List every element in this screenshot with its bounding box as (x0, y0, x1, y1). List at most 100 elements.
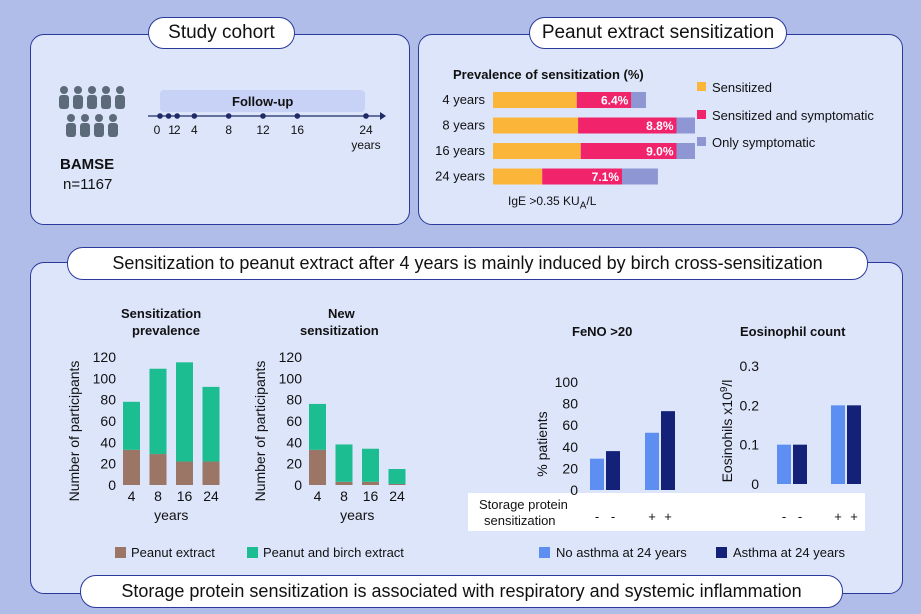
prevalence-bar-segment (493, 168, 543, 185)
feno-chart: 0 20 40 60 80 100 % patients - - + + (534, 374, 675, 524)
legend-peanut-birch-label: Peanut and birch extract (263, 545, 404, 560)
prevalence-bar-segment (176, 461, 193, 485)
prevalence-bar-segment (622, 168, 658, 185)
study-cohort-title: Study cohort (148, 17, 295, 49)
cohort-name: BAMSE (60, 156, 115, 173)
eosinophil-title: Eosinophil count (740, 324, 846, 339)
prevalence-bar-segment (123, 449, 140, 485)
new-sens-ytick-label: 60 (286, 413, 302, 429)
feno-ytick-label: 20 (562, 460, 578, 476)
prevalence-bar-segment (493, 92, 577, 108)
prevalence-ytick-label: 120 (93, 349, 117, 365)
prevalence-ytick-label: 20 (100, 456, 116, 472)
legend-no-asthma-label: No asthma at 24 years (556, 545, 687, 560)
new-sens-xlabel: years (340, 507, 374, 523)
feno-ytick-label: 0 (570, 482, 578, 498)
peanut-sensitization-title: Peanut extract sensitization (529, 17, 787, 49)
prevalence-category-label: 24 years (435, 169, 485, 184)
timeline-arrow (380, 112, 386, 120)
feno-title: FeNO >20 (572, 324, 633, 339)
prevalence-xtick-label: 4 (128, 488, 136, 504)
prevalence-chart: 4 years 6.4% 8 years 8.8% 16 years 9.0% 24 yea… (435, 92, 695, 185)
prevalence-bar-segment (676, 143, 695, 159)
followup-band (160, 90, 365, 112)
eos-ytick-label: 0.1 (740, 437, 760, 453)
storage-label-line2: sensitization (484, 513, 556, 528)
chart2-title-line2: sensitization (300, 323, 379, 338)
feno-bar (645, 432, 659, 490)
prevalence-bar-segment (580, 143, 677, 159)
new-sens-bar-segment (335, 444, 353, 482)
people-group-icon (59, 86, 125, 137)
prevalence-bar-segment (176, 362, 193, 462)
prevalence-bar-segment (202, 461, 220, 485)
new-sens-bar-segment (309, 449, 326, 485)
new-sens-xtick-label: 16 (363, 488, 379, 504)
chart1-title-line2: prevalence (132, 323, 200, 338)
followup-label: Follow-up (232, 94, 294, 109)
timeline-tick-label: 2 (174, 123, 181, 137)
ige-footnote-sub: A (579, 200, 587, 212)
study-cohort-panel (30, 34, 410, 225)
new-sens-ytick-label: 80 (286, 392, 302, 408)
eos-bar (847, 405, 861, 484)
feno-category-label: + (664, 509, 672, 524)
prevalence-value-label: 9.0% (646, 145, 674, 159)
person-icon (108, 114, 118, 137)
prevalence-xtick-label: 8 (154, 488, 162, 504)
prevalence-bar-segment (123, 401, 140, 450)
prevalence-ytick-label: 0 (108, 477, 116, 493)
eos-category-label: + (834, 509, 842, 524)
feno-category-label: + (648, 509, 656, 524)
timeline-dot (363, 113, 369, 119)
prevalence-xtick-label: 16 (177, 488, 193, 504)
legend-peanut-swatch (115, 547, 126, 558)
cohort-size: n=1167 (63, 176, 113, 193)
timeline-tick-label: 24 (359, 123, 373, 137)
legend-sensitized-label: Sensitized (712, 80, 772, 95)
prevalence-ytick-label: 40 (100, 434, 116, 450)
legend-asthma-swatch (716, 547, 727, 558)
new-sens-bar-segment (362, 448, 379, 482)
prevalence-xtick-label: 24 (203, 488, 219, 504)
new-sens-ytick-label: 0 (294, 477, 302, 493)
prevalence-bar-segment (631, 92, 646, 108)
timeline-tick-label: 16 (291, 123, 305, 137)
ige-footnote-tail: /L (586, 194, 597, 208)
new-sens-ytick-label: 20 (286, 456, 302, 472)
prevalence-chart-title: Prevalence of sensitization (%) (453, 67, 644, 82)
prevalence-bar-segment (542, 168, 623, 185)
eos-bar (793, 444, 807, 484)
storage-sensitization-band (468, 493, 865, 531)
eos-ylabel: Eosinohils x109/l (719, 380, 735, 483)
new-sens-ytick-label: 100 (279, 370, 303, 386)
prevalence-category-label: 8 years (442, 118, 485, 133)
legend-only-symp-label: Only symptomatic (712, 135, 816, 150)
eos-bar (777, 444, 791, 484)
timeline-tick-label: 1 (168, 123, 175, 137)
legend-peanut-label: Peanut extract (131, 545, 215, 560)
feno-category-label: - (611, 509, 615, 524)
new-sens-xtick-label: 8 (340, 488, 348, 504)
new-sens-bar-segment (335, 481, 353, 485)
ige-footnote: IgE >0.35 KUA/L (508, 194, 596, 211)
eos-ytick-label: 0.3 (740, 358, 760, 374)
sensitization-prevalence-chart: 0 20 40 60 80 100 120 Number of participants 4 8 1… (66, 349, 220, 523)
new-sens-xtick-label: 24 (389, 488, 405, 504)
findings-panel (30, 262, 903, 594)
bottom-title: Storage protein sensitization is associa… (80, 575, 843, 608)
eos-ytick-label: 0.2 (740, 397, 760, 413)
feno-bar (590, 458, 604, 490)
eos-category-label: + (850, 509, 858, 524)
feno-ytick-label: 100 (555, 374, 579, 390)
new-sens-ytick-label: 40 (286, 434, 302, 450)
timeline-tick-label: 8 (225, 123, 232, 137)
storage-label-line1: Storage protein (479, 497, 568, 512)
chart1-title-line1: Sensitization (121, 306, 202, 321)
new-sens-ylabel: Number of participants (252, 361, 268, 502)
feno-ytick-label: 80 (562, 396, 578, 412)
eos-ytick-label: 0 (751, 476, 759, 492)
legend-only-symp-swatch (697, 137, 706, 146)
prevalence-bar-segment (493, 117, 579, 134)
